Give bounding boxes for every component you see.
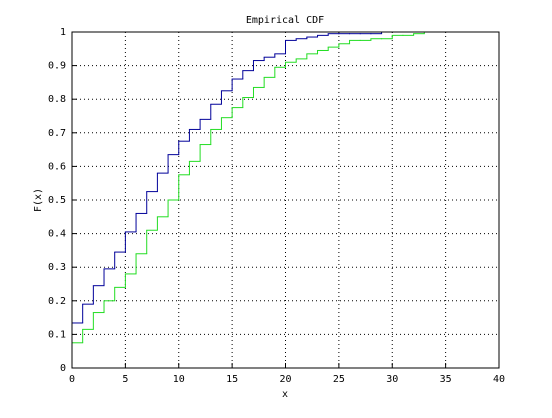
y-tick-label: 0.9 [48,61,66,72]
x-tick-label: 15 [226,374,238,385]
x-tick-label: 0 [69,374,75,385]
axes-box [71,31,500,369]
y-tick-label: 0.8 [48,94,66,105]
x-tick-label: 40 [493,374,505,385]
x-axis-label: x [282,389,288,400]
x-tick-label: 35 [440,374,452,385]
x-tick-label: 25 [333,374,345,385]
x-tick-label: 20 [279,374,291,385]
y-tick-label: 1 [60,27,66,38]
y-tick-label: 0.3 [48,262,66,273]
y-tick-label: 0.1 [48,329,66,340]
y-tick-label: 0.2 [48,296,66,307]
x-tick-label: 10 [173,374,185,385]
y-tick-label: 0 [60,363,66,374]
y-tick-label: 0.5 [48,195,66,206]
chart-title: Empirical CDF [246,15,324,26]
y-tick-label: 0.4 [48,229,66,240]
x-tick-label: 30 [386,374,398,385]
y-axis-label: F(x) [33,188,44,212]
y-tick-label: 0.7 [48,128,66,139]
x-tick-label: 5 [122,374,128,385]
y-tick-label: 0.6 [48,161,66,172]
